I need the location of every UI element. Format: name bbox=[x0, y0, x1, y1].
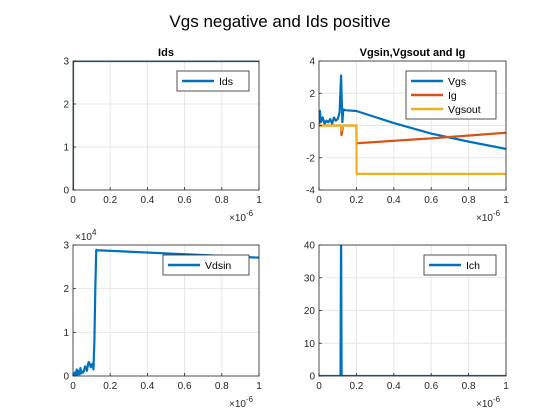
legend-entry-label: Ich bbox=[466, 260, 480, 272]
x-tick-label: 1 bbox=[256, 195, 262, 206]
x-tick-label: 0 bbox=[316, 381, 322, 392]
legend-entry-label: Ig bbox=[448, 90, 457, 102]
x-tick-label: 1 bbox=[503, 381, 509, 392]
x-tick-label: 0.8 bbox=[462, 381, 476, 392]
x-tick-label: 0.6 bbox=[178, 195, 192, 206]
axes-border bbox=[72, 60, 260, 191]
legend: Vgs Ig Vgsout bbox=[405, 70, 497, 120]
series-line-ich bbox=[319, 245, 506, 376]
x-tick-label: 0.2 bbox=[103, 195, 117, 206]
y-tick-label: 40 bbox=[304, 241, 316, 252]
y-tick-label: -4 bbox=[306, 186, 315, 197]
x-tick-label: 0.4 bbox=[387, 195, 401, 206]
legend: Ich bbox=[423, 254, 497, 276]
figure-title: Vgs negative and Ids positive bbox=[169, 12, 390, 31]
x-tick-label: 0.8 bbox=[215, 381, 229, 392]
x-tick-label: 0.2 bbox=[349, 381, 363, 392]
y-tick-label: 1 bbox=[63, 143, 69, 154]
y-tick-label: 0 bbox=[309, 121, 315, 132]
x-tick-label: 0.4 bbox=[387, 381, 401, 392]
x-tick-label: 0.2 bbox=[349, 195, 363, 206]
series-line-vdsin bbox=[73, 248, 259, 376]
y-tick-label: 20 bbox=[304, 306, 316, 317]
y-tick-label: 3 bbox=[63, 241, 69, 252]
y-tick-label: 2 bbox=[63, 100, 69, 111]
x-tick-label: 1 bbox=[503, 195, 509, 206]
series-line-vgs bbox=[319, 74, 506, 150]
x-tick-label: 0.6 bbox=[424, 381, 438, 392]
subplot-2: 0 0.2 0.4 0.6 0.8 1 -4 -2 0 2 4 Vgsin,Vgsout and Ig… bbox=[306, 47, 509, 224]
x-exponent-label: ×10-6 bbox=[229, 209, 254, 224]
y-tick-label: -2 bbox=[306, 153, 315, 164]
legend-entry-label: Vgs bbox=[448, 76, 466, 88]
x-tick-label: 0.4 bbox=[140, 195, 154, 206]
x-tick-label: 0.6 bbox=[424, 195, 438, 206]
y-tick-label: 10 bbox=[304, 339, 316, 350]
legend-box bbox=[162, 254, 250, 276]
legend-entry-label: Ids bbox=[219, 76, 233, 88]
y-exponent-label: ×104 bbox=[75, 228, 97, 243]
y-tick-label: 2 bbox=[63, 284, 69, 295]
x-exponent-label: ×10-6 bbox=[476, 395, 501, 410]
y-tick-label: 2 bbox=[309, 89, 315, 100]
subplot-title: Vgsin,Vgsout and Ig bbox=[360, 47, 466, 59]
x-tick-label: 0 bbox=[70, 195, 76, 206]
x-tick-label: 0 bbox=[316, 195, 322, 206]
x-tick-label: 0.6 bbox=[178, 381, 192, 392]
legend-entry-label: Vgsout bbox=[448, 104, 481, 116]
axes-border bbox=[72, 244, 260, 377]
y-tick-label: 3 bbox=[63, 57, 69, 68]
x-tick-label: 0.8 bbox=[462, 195, 476, 206]
series-line-vgsout bbox=[319, 124, 506, 175]
y-tick-label: 1 bbox=[63, 328, 69, 339]
y-tick-label: 4 bbox=[309, 57, 315, 68]
y-tick-label: 0 bbox=[309, 372, 315, 383]
y-tick-label: 0 bbox=[63, 372, 69, 383]
x-tick-label: 1 bbox=[256, 381, 262, 392]
legend: Vdsin bbox=[162, 254, 250, 276]
subplot-3: 0 0.2 0.4 0.6 0.8 1 0 1 2 3 ×10-6 ×104 Vdsin bbox=[63, 228, 262, 410]
x-tick-label: 0.4 bbox=[140, 381, 154, 392]
x-tick-label: 0.2 bbox=[103, 381, 117, 392]
legend: Ids bbox=[176, 70, 250, 92]
legend-entry-label: Vdsin bbox=[205, 260, 231, 272]
x-tick-label: 0 bbox=[70, 381, 76, 392]
x-exponent-label: ×10-6 bbox=[476, 209, 501, 224]
subplot-title: Ids bbox=[158, 47, 174, 59]
y-tick-label: 0 bbox=[63, 186, 69, 197]
subplot-1: 0 0.2 0.4 0.6 0.8 1 0 1 2 3 Ids ×10-6 Ids bbox=[63, 47, 262, 224]
y-tick-label: 30 bbox=[304, 273, 316, 284]
x-exponent-label: ×10-6 bbox=[229, 395, 254, 410]
x-tick-label: 0.8 bbox=[215, 195, 229, 206]
